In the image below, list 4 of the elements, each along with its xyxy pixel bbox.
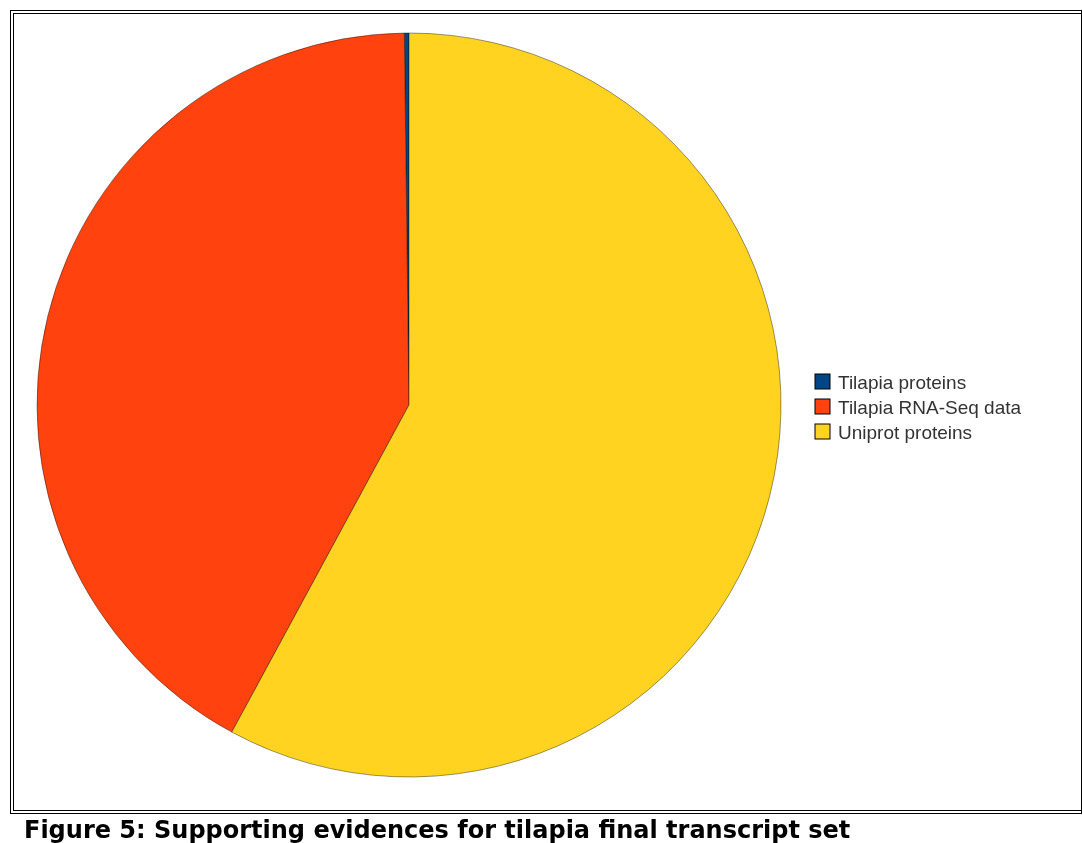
- legend-label: Uniprot proteins: [838, 422, 973, 443]
- legend-label: Tilapia RNA-Seq data: [838, 397, 1022, 418]
- text: Figure 5: Supporting evidences for tilapia final transcript set: [24, 816, 851, 843]
- legend-label: Tilapia proteins: [838, 372, 967, 393]
